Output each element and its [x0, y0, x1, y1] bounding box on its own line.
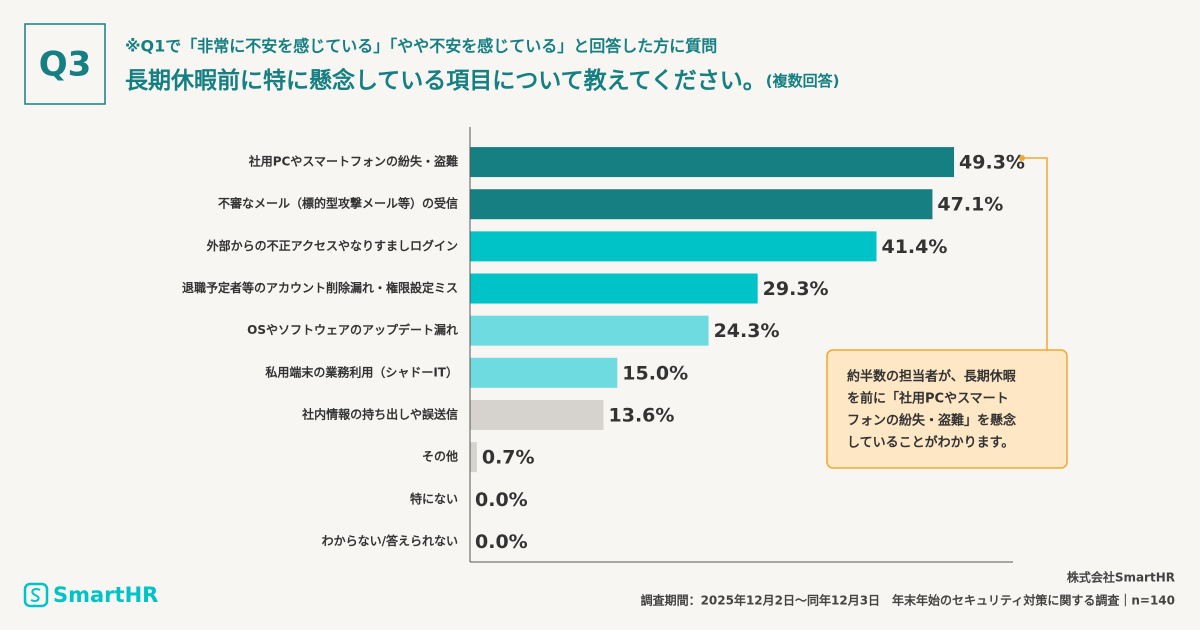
callout-text: を前に「社用PCやスマート: [847, 391, 1009, 407]
value-label: 13.6%: [609, 404, 675, 426]
callout-text: していることがわかります。: [847, 435, 1014, 451]
bar: [470, 357, 618, 388]
title: 長期休暇前に特に懸念している項目について教えてください。(複数回答): [125, 67, 840, 94]
value-label: 0.0%: [475, 489, 528, 511]
category-label: OSやソフトウェアのアップデート漏れ: [247, 322, 458, 337]
callout-text: フォンの紛失・盗難」を懸念: [847, 413, 1016, 429]
pretitle: ※Q1で「非常に不安を感じている」「やや不安を感じている」と回答した方に質問: [125, 37, 717, 56]
logo: SmartHR: [53, 583, 158, 607]
category-label: 社内情報の持ち出しや誤送信: [301, 406, 458, 421]
value-label: 29.3%: [763, 278, 829, 300]
category-label: その他: [422, 449, 458, 464]
bar: [470, 189, 933, 220]
value-label: 0.7%: [482, 447, 535, 469]
value-label: 15.0%: [622, 362, 688, 384]
value-label: 41.4%: [881, 236, 947, 258]
callout-box: [826, 349, 1068, 469]
value-label: 47.1%: [937, 194, 1003, 216]
bar: [470, 273, 758, 304]
category-label: わからない/答えられない: [322, 533, 458, 548]
callout-dot: [1019, 155, 1025, 161]
title-note: (複数回答): [766, 72, 840, 90]
logo-icon: [23, 582, 49, 608]
category-label: 社用PCやスマートフォンの紛失・盗難: [248, 154, 458, 169]
callout-text: 約半数の担当者が、長期休暇: [847, 369, 1016, 385]
category-label: 特にない: [410, 491, 458, 506]
survey-note: 調査期間：2025年12月2日〜同年12月3日 年末年始のセキュリティ対策に関す…: [641, 593, 1175, 608]
bar: [470, 399, 604, 430]
category-label: 退職予定者等のアカウント削除漏れ・権限設定ミス: [182, 280, 458, 295]
value-label: 49.3%: [959, 152, 1025, 174]
value-label: 24.3%: [714, 320, 780, 342]
badge-box: [24, 23, 106, 105]
company: 株式会社SmartHR: [1067, 570, 1175, 585]
bar: [470, 231, 877, 262]
category-label: 外部からの不正アクセスやなりすましログイン: [207, 238, 458, 253]
logo-icon-s: [30, 588, 41, 602]
bar: [470, 147, 955, 178]
title-main: 長期休暇前に特に懸念している項目について教えてください。: [125, 67, 766, 94]
badge: Q3: [39, 45, 92, 85]
category-label: 私用端末の業務利用（シャドーIT）: [264, 364, 458, 379]
callout-line: [1022, 157, 1048, 350]
bar: [470, 315, 709, 346]
category-label: 不審なメール（標的型攻撃メール等）の受信: [218, 196, 458, 211]
value-label: 0.0%: [475, 531, 528, 553]
bar: [470, 442, 477, 473]
